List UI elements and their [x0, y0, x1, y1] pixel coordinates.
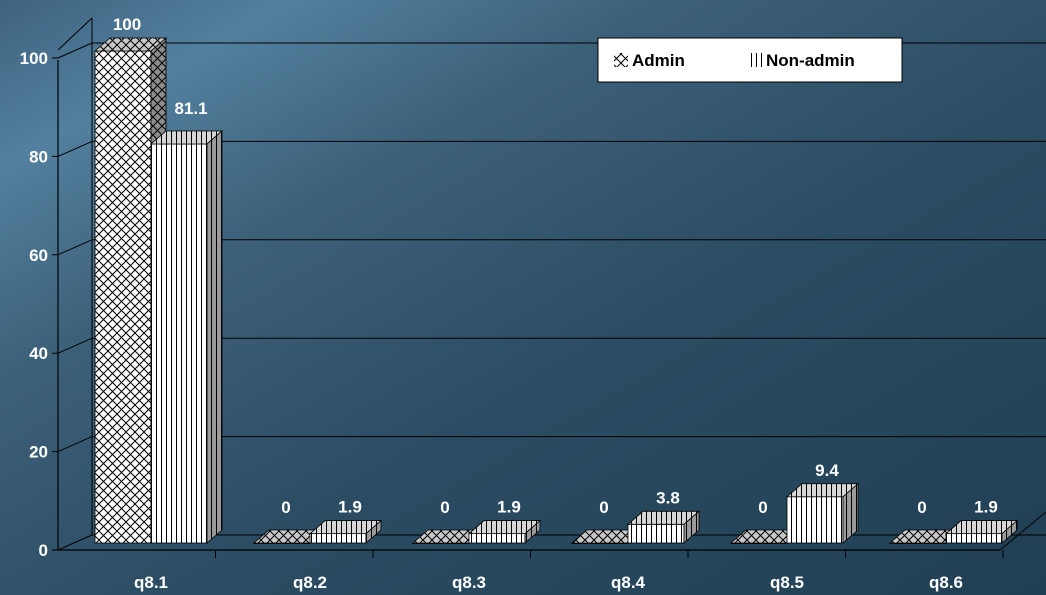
bar-side [524, 519, 541, 544]
data-label: 0 [440, 498, 449, 517]
bar-non-admin-q8.3 [467, 519, 542, 544]
floor-edge [999, 511, 1046, 551]
bar-non-admin-q8.1 [149, 130, 224, 544]
gridline-connector [57, 337, 93, 354]
data-label: 100 [113, 15, 141, 34]
legend-box: Admin Non-admin [597, 37, 903, 83]
bar-front [786, 496, 844, 544]
x-tick-label: q8.4 [611, 573, 646, 592]
bar-side [365, 519, 382, 544]
axes: 0 20 40 60 80 100 q8.1 q8.2 q8.3 q8.4 q8.5 q8.6 [20, 17, 1046, 592]
x-tick-label: q8.3 [452, 573, 486, 592]
legend-label: Non-admin [766, 51, 855, 70]
y-axis-top-edge [57, 17, 93, 51]
y-tick-label: 20 [29, 443, 48, 462]
bar-non-admin-q8.4 [626, 510, 701, 544]
y-tick-label: 80 [29, 147, 48, 166]
data-label: 3.8 [656, 488, 680, 507]
data-label: 0 [917, 498, 926, 517]
data-label: 0 [599, 498, 608, 517]
gridline-connector [57, 140, 93, 157]
bar-side [206, 130, 223, 544]
bar-front [150, 143, 208, 544]
gridlines [57, 42, 1046, 551]
bar-side [842, 482, 859, 544]
y-tick-label: 40 [29, 344, 48, 363]
data-label: 1.9 [974, 498, 998, 517]
bars [93, 37, 1019, 544]
data-label: 1.9 [497, 498, 521, 517]
data-label: 9.4 [815, 461, 839, 480]
gridline-connector [57, 239, 93, 256]
bar-side [683, 510, 700, 544]
x-tick-label: q8.1 [134, 573, 168, 592]
legend-label: Admin [632, 51, 685, 70]
bar-front [627, 523, 685, 544]
bar-side [1001, 519, 1018, 544]
data-label: 0 [281, 498, 290, 517]
data-label: 0 [758, 498, 767, 517]
bar-non-admin-q8.6 [944, 519, 1019, 544]
x-tick-label: q8.2 [293, 573, 327, 592]
gridline-connector [57, 436, 93, 453]
y-tick-label: 60 [29, 246, 48, 265]
bar-non-admin-q8.2 [308, 519, 383, 544]
bar-front [94, 50, 152, 544]
legend: Admin Non-admin [597, 37, 903, 83]
bar-front [309, 533, 367, 544]
bar-front [945, 533, 1003, 544]
gridline-connector [57, 42, 93, 59]
x-tick-label: q8.6 [929, 573, 963, 592]
gridline-connector [57, 534, 93, 551]
bar-non-admin-q8.5 [785, 482, 860, 544]
data-labels: 100 0 0 0 0 0 81.1 1.9 1.9 3.8 9.4 1.9 [113, 15, 998, 517]
x-tick-label: q8.5 [770, 573, 804, 592]
legend-swatch [614, 53, 628, 67]
bar-admin-q8.3 [411, 529, 486, 544]
data-label: 81.1 [174, 99, 207, 118]
y-tick-label: 0 [39, 541, 48, 560]
bar-front [468, 533, 526, 544]
legend-swatch [748, 53, 762, 67]
data-label: 1.9 [338, 498, 362, 517]
y-tick-label: 100 [20, 49, 48, 68]
